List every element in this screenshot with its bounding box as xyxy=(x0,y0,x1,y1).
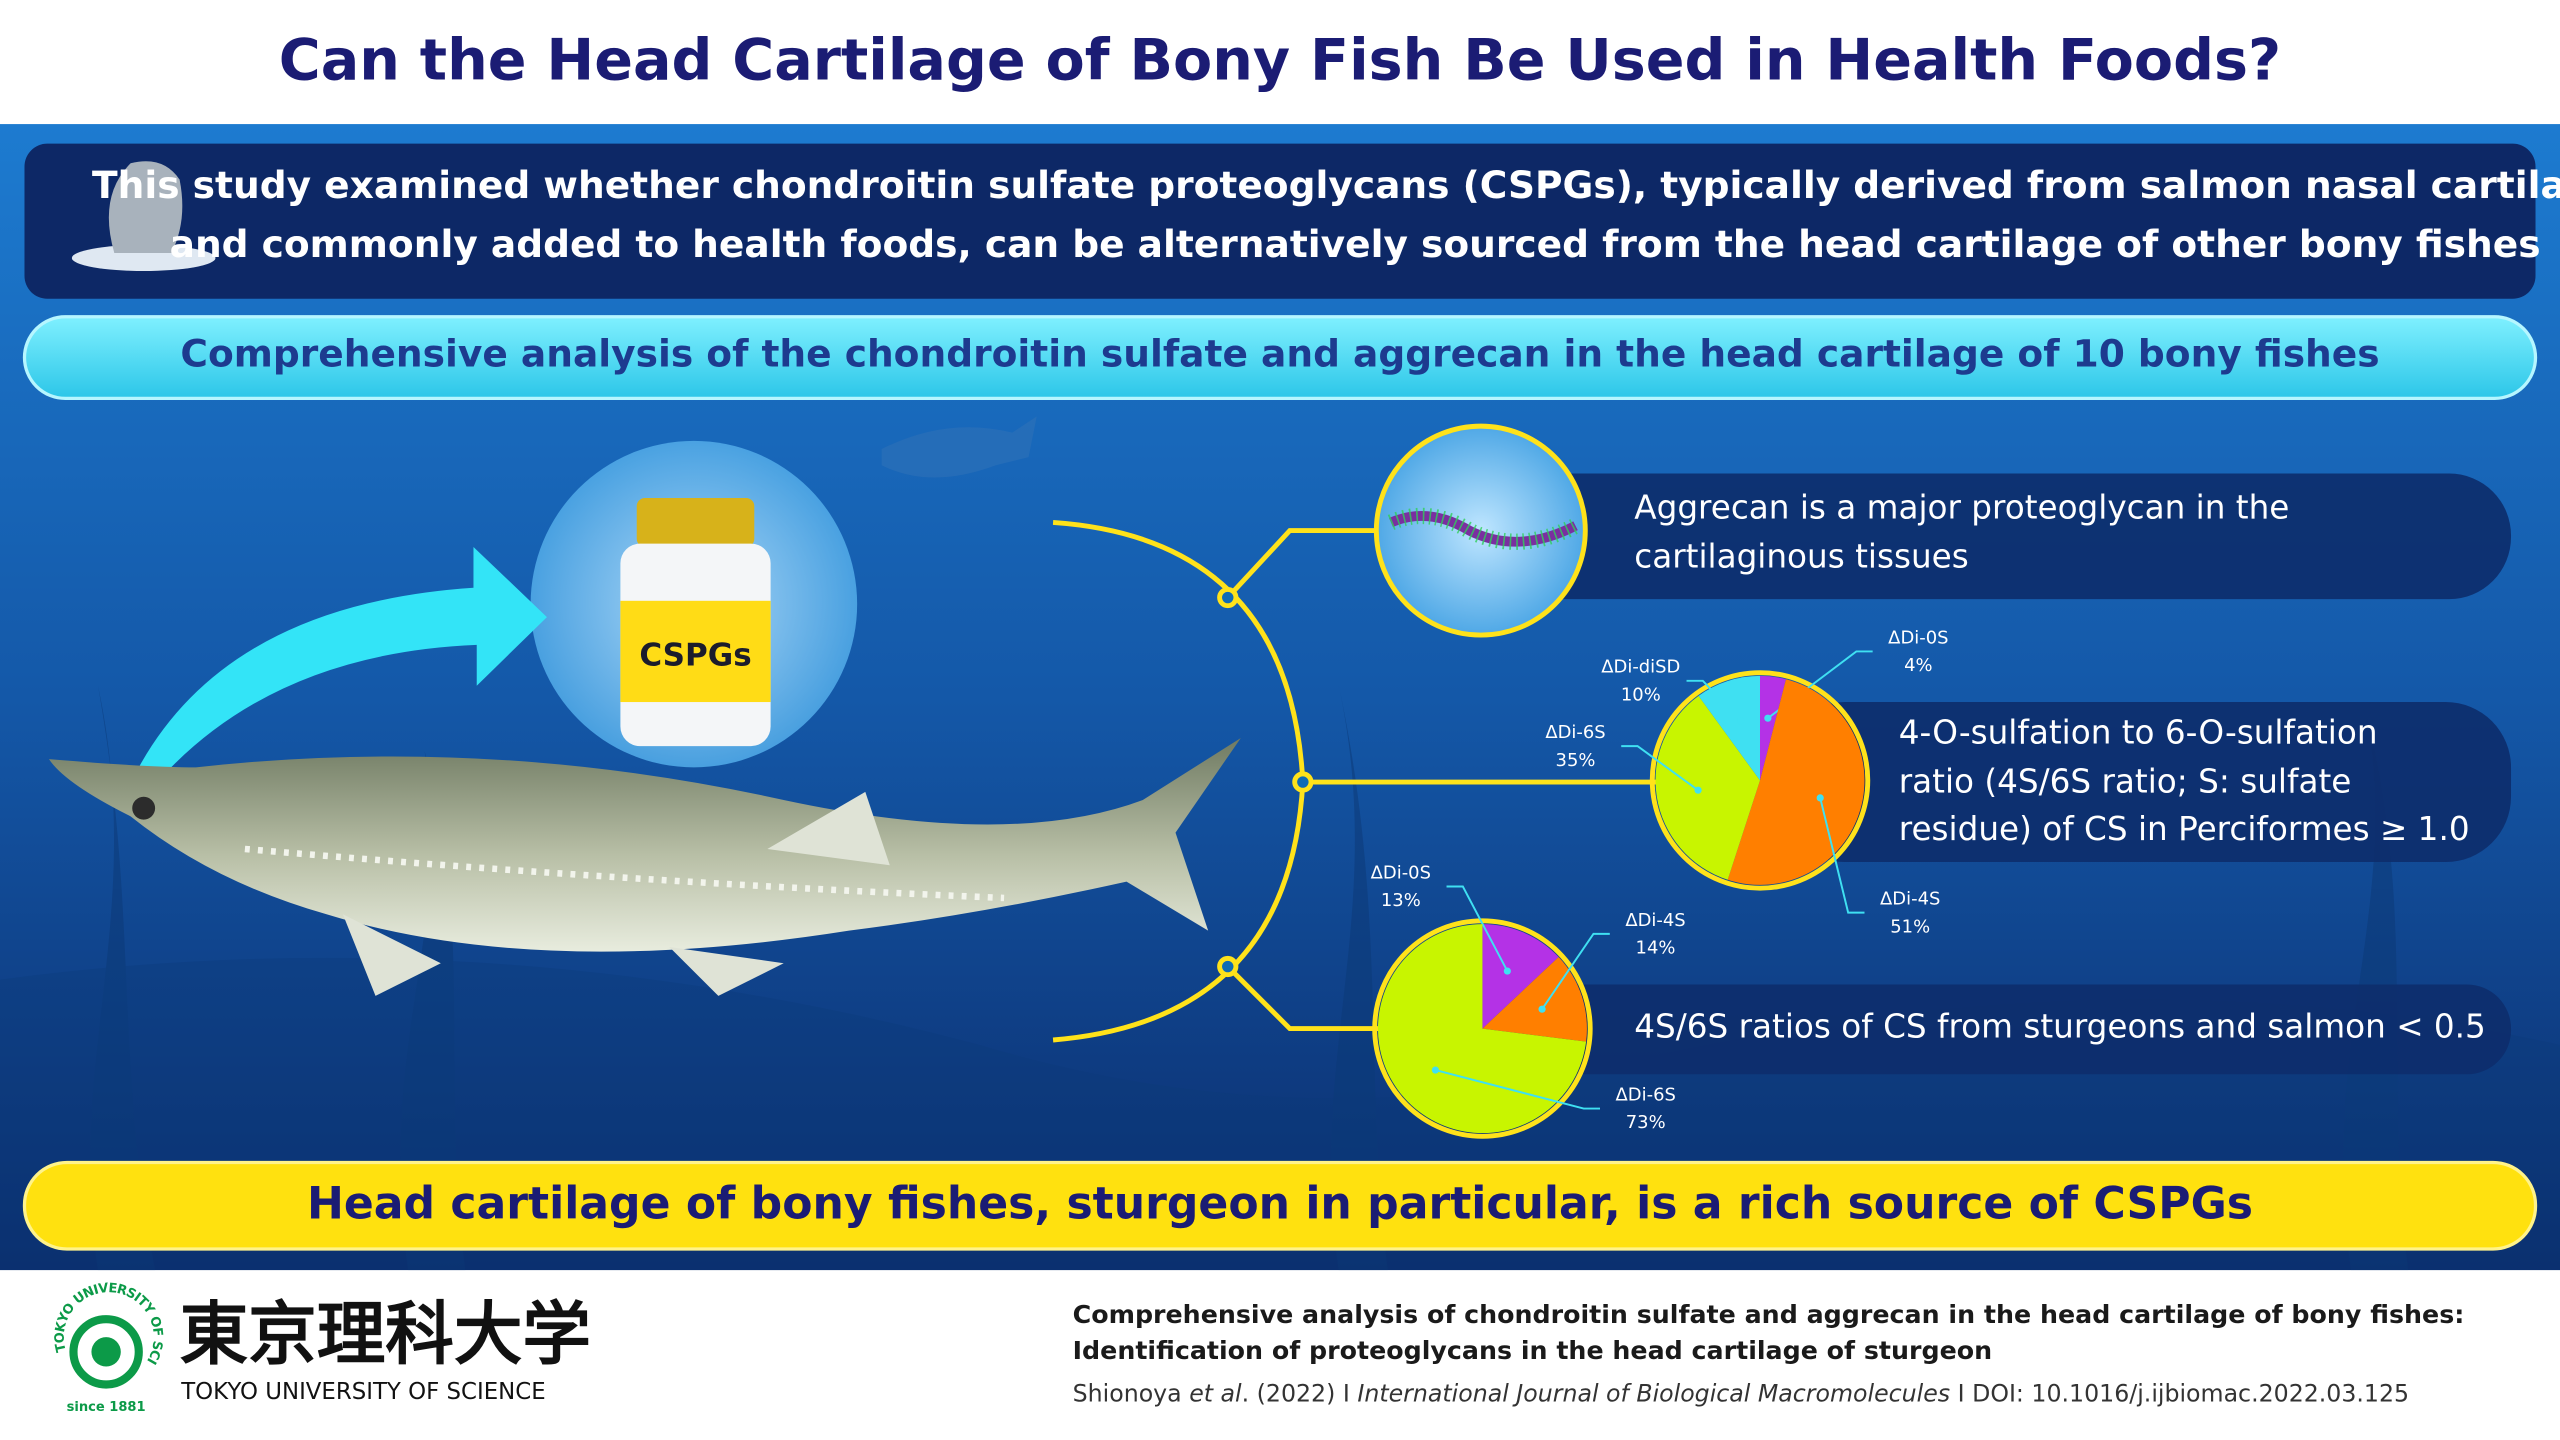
footer xyxy=(0,1270,2560,1440)
conclusion-banner xyxy=(22,1160,2538,1251)
pie-slice xyxy=(1377,924,1587,1134)
fish-eye xyxy=(132,796,156,820)
leader-dot xyxy=(1816,794,1824,802)
finding-text: Aggrecan is a major proteoglycan in the xyxy=(1634,488,2289,526)
bottle-cap xyxy=(636,497,755,547)
logo-since: since 1881 xyxy=(67,1400,146,1415)
pie-slice xyxy=(1698,675,1760,781)
leader-line xyxy=(1435,1069,1600,1110)
finding-box xyxy=(1779,702,2512,863)
bottle-text: CSPGs xyxy=(639,637,751,673)
pie-charts: ΔDi-0S 4% ΔDi-4S 51% ΔDi-6S 35% ΔDi-diSD 10% ΔDi… xyxy=(1371,627,1949,1139)
slice-label: ΔDi-6S xyxy=(1545,722,1605,743)
slice-label: ΔDi-0S xyxy=(1888,627,1948,648)
conclusion: Head cartilage of bony fishes, sturgeon … xyxy=(307,1179,2253,1230)
slice-label: ΔDi-diSD xyxy=(1601,657,1680,678)
connector-dot xyxy=(1217,586,1239,609)
citation-ref: Shionoya et al. (2022) I International J… xyxy=(1073,1379,2409,1407)
finding-box xyxy=(1469,473,2512,600)
title-band xyxy=(0,0,2560,125)
citation-title: Comprehensive analysis of chondroitin su… xyxy=(1073,1300,2465,1329)
citation-author: Shionoya xyxy=(1073,1379,1182,1407)
finding-text: cartilaginous tissues xyxy=(1634,537,1968,575)
pie-rim xyxy=(1372,918,1593,1139)
leader-dot xyxy=(1694,786,1702,794)
slice-value: 4% xyxy=(1904,655,1932,676)
fish-scutes xyxy=(244,845,1005,902)
analysis-banner xyxy=(22,315,2538,400)
leader-dot xyxy=(1737,717,1745,725)
summary-line: and commonly added to health foods, can … xyxy=(170,222,2541,266)
pie-slice xyxy=(1727,679,1865,885)
leader-dot xyxy=(1503,967,1511,975)
finding-text: residue) of CS in Perciformes ≥ 1.0 xyxy=(1899,810,2470,848)
slice-label: ΔDi-4S xyxy=(1625,910,1685,931)
connector-dots xyxy=(1217,586,1314,978)
slice-label: ΔDi-6S xyxy=(1616,1085,1676,1106)
pie-rim xyxy=(1649,670,1871,891)
fish-fin xyxy=(767,791,890,866)
leader-dot xyxy=(1431,1066,1440,1074)
sturgeon xyxy=(48,737,1241,996)
analysis-title: Comprehensive analysis of the chondroiti… xyxy=(180,331,2379,375)
pie-slice xyxy=(1655,695,1760,880)
citation-separator: I xyxy=(1958,1379,1965,1407)
bottle-label xyxy=(620,600,771,703)
slice-value: 51% xyxy=(1890,916,1930,937)
connector-dot xyxy=(1292,771,1314,793)
fish-body xyxy=(48,737,1241,952)
citation-doi: DOI: 10.1016/j.ijbiomac.2022.03.125 xyxy=(1972,1379,2409,1407)
leader-line xyxy=(1819,797,1865,914)
finding-text: 4S/6S ratios of CS from sturgeons and sa… xyxy=(1634,1008,2486,1046)
background-fish xyxy=(881,416,1037,478)
finding-text: ratio (4S/6S ratio; S: sulfate xyxy=(1899,763,2352,801)
citation-separator: I xyxy=(1343,1379,1350,1407)
slice-value: 73% xyxy=(1626,1112,1666,1133)
citation-etal: et al xyxy=(1189,1379,1242,1407)
slice-value: 35% xyxy=(1556,750,1596,771)
slice-label: ΔDi-0S xyxy=(1371,862,1431,883)
connector-dot xyxy=(1217,955,1239,978)
slice-value: 13% xyxy=(1381,890,1421,911)
leader-line xyxy=(1446,885,1509,972)
fish-head-icon xyxy=(108,161,183,254)
citation-journal: International Journal of Biological Macr… xyxy=(1357,1379,1950,1407)
pie-slice xyxy=(1760,675,1786,781)
citation-title: Identification of proteoglycans in the h… xyxy=(1073,1336,1993,1365)
logo-name-en: TOKYO UNIVERSITY OF SCIENCE xyxy=(180,1379,545,1405)
slice-value: 10% xyxy=(1621,685,1661,706)
title: Can the Head Cartilage of Bony Fish Be U… xyxy=(279,27,2281,93)
slice-label: ΔDi-4S xyxy=(1880,889,1940,910)
finding-box xyxy=(1518,984,2512,1075)
pie-slice xyxy=(1482,924,1559,1029)
leader-dot xyxy=(1538,1005,1546,1013)
leader-dot xyxy=(1764,714,1772,722)
leader-line xyxy=(1541,932,1610,1010)
plate-icon xyxy=(71,244,216,272)
summary-line: This study examined whether chondroitin … xyxy=(92,163,2560,207)
summary-banner xyxy=(24,143,2536,299)
logo-mark xyxy=(91,1337,121,1367)
logo-name-ja: 東京理科大学 xyxy=(180,1295,591,1375)
finding-text: 4-O-sulfation to 6-O-sulfation xyxy=(1899,714,2378,752)
citation-year: . (2022) xyxy=(1242,1379,1336,1407)
fish-fin xyxy=(669,946,784,996)
logo-mark xyxy=(69,1315,143,1389)
leader-line xyxy=(1621,745,1699,792)
leader-line xyxy=(1686,679,1742,722)
arrow xyxy=(138,546,547,776)
connector-branches xyxy=(1225,528,1658,1032)
slice-value: 14% xyxy=(1636,938,1676,959)
pie-slice xyxy=(1482,957,1587,1042)
aggrecan-icon xyxy=(1387,507,1580,550)
